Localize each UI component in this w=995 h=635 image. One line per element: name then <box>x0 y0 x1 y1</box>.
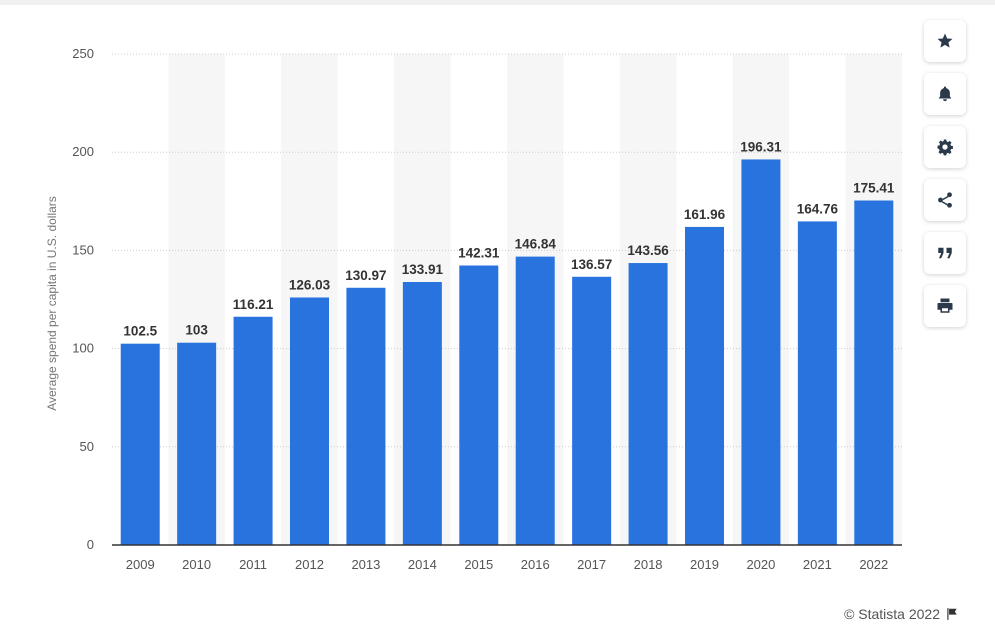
bell-icon <box>938 86 952 102</box>
data-label-2009: 102.5 <box>123 324 157 339</box>
x-tick-label: 2012 <box>295 557 324 572</box>
bar-2014 <box>402 282 442 545</box>
data-label-2018: 143.56 <box>627 243 669 258</box>
data-label-2022: 175.41 <box>853 180 895 195</box>
x-tick-label: 2013 <box>351 557 380 572</box>
notification-button[interactable] <box>924 73 966 115</box>
x-tick-label: 2021 <box>803 557 832 572</box>
share-icon <box>938 192 952 208</box>
copyright-text: © Statista 2022 <box>844 606 940 622</box>
bar-2021 <box>797 221 837 545</box>
quote-icon <box>938 247 952 259</box>
footer: © Statista 2022 <box>844 606 959 622</box>
top-strip <box>0 0 995 5</box>
bar-2011 <box>233 316 273 545</box>
star-icon <box>937 33 953 48</box>
x-tick-label: 2019 <box>690 557 719 572</box>
bar-chart: 0 50 100 150 200 250 Average spend per capita … <box>45 46 902 572</box>
x-tick-label: 2014 <box>408 557 437 572</box>
chart-toolbar <box>924 20 968 338</box>
print-icon <box>937 298 953 313</box>
x-tick-label: 2016 <box>521 557 550 572</box>
y-tick-label: 200 <box>72 144 94 159</box>
data-label-2021: 164.76 <box>797 201 839 216</box>
y-tick-label: 100 <box>72 341 94 356</box>
data-label-2019: 161.96 <box>684 207 726 222</box>
data-label-2014: 133.91 <box>402 262 444 277</box>
y-tick-label: 150 <box>72 242 94 257</box>
x-tick-label: 2020 <box>746 557 775 572</box>
bar-2019 <box>685 226 724 545</box>
gear-icon <box>937 139 953 156</box>
settings-button[interactable] <box>924 126 966 168</box>
x-tick-label: 2018 <box>634 557 663 572</box>
bar-2009 <box>120 343 160 545</box>
bar-2018 <box>628 263 668 545</box>
bar-2015 <box>459 265 499 545</box>
data-label-2016: 146.84 <box>515 237 557 252</box>
data-label-2011: 116.21 <box>233 297 274 312</box>
bar-2020 <box>741 159 781 546</box>
data-label-2010: 103 <box>185 323 208 338</box>
print-button[interactable] <box>924 285 966 327</box>
chart-area: 0 50 100 150 200 250 Average spend per capita … <box>45 46 902 572</box>
bar-2012 <box>290 297 329 545</box>
cite-button[interactable] <box>924 232 966 274</box>
bar-2013 <box>346 287 386 545</box>
bar-2022 <box>854 200 894 546</box>
bar-2010 <box>177 342 217 545</box>
y-tick-label: 50 <box>80 439 94 454</box>
x-tick-label: 2015 <box>464 557 493 572</box>
x-tick-label: 2010 <box>182 557 211 572</box>
bar-2016 <box>515 256 555 545</box>
y-tick-label: 0 <box>87 537 94 552</box>
data-label-2012: 126.03 <box>289 277 331 292</box>
y-tick-label: 250 <box>72 46 94 61</box>
x-tick-label: 2017 <box>577 557 606 572</box>
share-button[interactable] <box>924 179 966 221</box>
data-label-2017: 136.57 <box>571 257 612 272</box>
x-tick-label: 2011 <box>239 557 267 572</box>
flag-icon[interactable] <box>945 607 959 621</box>
data-label-2013: 130.97 <box>345 268 386 283</box>
x-tick-label: 2022 <box>859 557 888 572</box>
y-axis-title: Average spend per capita in U.S. dollars <box>45 196 59 411</box>
bookmark-button[interactable] <box>924 20 966 62</box>
data-label-2015: 142.31 <box>458 246 500 261</box>
x-tick-label: 2009 <box>126 557 155 572</box>
data-label-2020: 196.31 <box>740 139 782 154</box>
bar-2017 <box>572 276 612 545</box>
